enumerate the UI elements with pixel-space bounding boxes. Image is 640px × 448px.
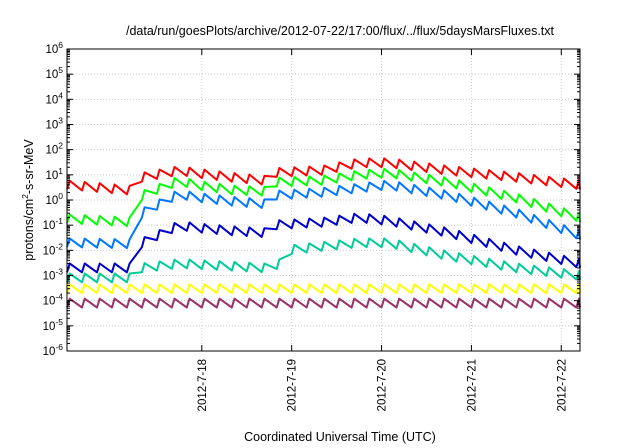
grid <box>67 49 580 351</box>
series-line-5 <box>66 237 581 284</box>
ticks <box>67 48 580 352</box>
y-tick-label: 100 <box>45 191 63 207</box>
series-line-3 <box>66 179 581 250</box>
x-tick-label: 2012-7-20 <box>377 359 389 411</box>
y-axis-title: protons/cm2-s-sr-MeV <box>20 139 36 261</box>
y-tick-label: 104 <box>45 90 63 106</box>
y-tick-label: 101 <box>45 166 63 182</box>
series-layer <box>66 157 581 309</box>
y-tick-label: 105 <box>45 65 63 81</box>
y-tick-label: 103 <box>45 116 63 132</box>
y-axis-title-suffix: -s-sr-MeV <box>22 139 36 195</box>
y-tick-label: 10-2 <box>43 241 64 257</box>
series-line-1 <box>66 157 581 196</box>
y-axis-title-sup: 2 <box>20 194 30 199</box>
series-line-6 <box>66 283 581 295</box>
y-tick-label: 10-3 <box>43 267 64 283</box>
y-tick-label: 10-1 <box>43 216 64 232</box>
y-tick-label: 10-5 <box>43 317 64 333</box>
y-tick-label: 106 <box>45 40 63 56</box>
x-tick-label: 2012-7-18 <box>197 359 209 411</box>
x-axis-title: Coordinated Universal Time (UTC) <box>244 430 436 444</box>
series-line-2 <box>66 167 581 228</box>
y-tick-label: 102 <box>45 141 63 157</box>
y-tick-label: 10-6 <box>43 342 64 358</box>
y-axis-title-prefix: protons/cm <box>22 199 36 261</box>
series-line-4 <box>66 212 581 274</box>
x-tick-label: 2012-7-22 <box>556 359 568 411</box>
x-tick-label: 2012-7-21 <box>466 359 478 411</box>
x-tick-labels: 2012-7-18 2012-7-19 2012-7-20 2012-7-21 2012… <box>197 359 568 411</box>
svg-text:protons/cm2-s-sr-MeV: protons/cm2-s-sr-MeV <box>20 139 36 261</box>
series-line-7 <box>66 297 581 309</box>
y-tick-label: 10-4 <box>43 292 64 308</box>
plot-frame <box>66 48 581 352</box>
y-tick-labels: 106 105 104 103 102 101 100 10-1 10-2 10-3 10-4 10-… <box>43 40 64 358</box>
chart-title: /data/run/goesPlots/archive/2012-07-22/1… <box>126 24 555 38</box>
x-tick-label: 2012-7-19 <box>287 359 299 411</box>
